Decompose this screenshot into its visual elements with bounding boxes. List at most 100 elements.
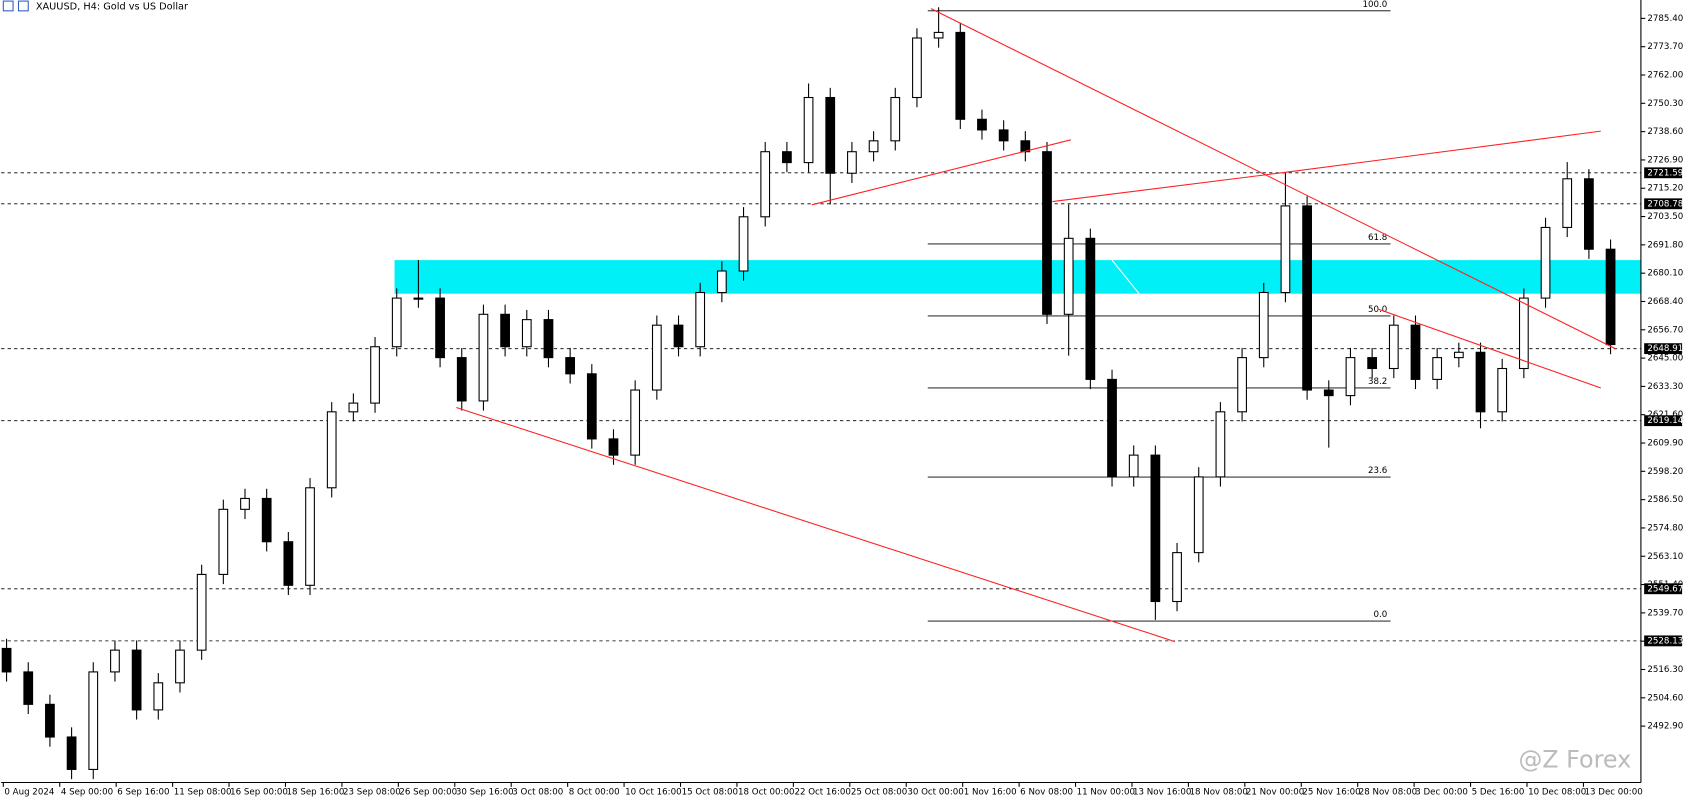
candle-body <box>23 671 34 705</box>
x-tick-label: 3 Oct 08:00 <box>512 788 563 798</box>
candle-body <box>1497 367 1508 413</box>
x-tick-label: 23 Sep 08:00 <box>343 788 401 798</box>
candle-body <box>565 357 576 375</box>
candle-body <box>651 324 662 391</box>
candle-body <box>1085 237 1096 380</box>
y-tick-label: 2539.70 <box>1647 608 1683 618</box>
price-axis-bg <box>1640 0 1692 802</box>
x-tick-label: 6 Nov 08:00 <box>1020 788 1073 798</box>
y-tick-label: 2738.60 <box>1647 127 1683 137</box>
candle-body <box>1063 237 1074 315</box>
candles <box>1 7 1616 780</box>
trendlines <box>456 8 1617 643</box>
level-label: 2648.91 <box>1647 344 1683 354</box>
candle-body <box>1172 552 1182 603</box>
y-tick-label: 2703.50 <box>1647 212 1683 222</box>
y-tick-label: 2680.10 <box>1647 269 1683 279</box>
candle-body <box>305 487 315 586</box>
candle-body <box>912 37 922 99</box>
x-tick-label: 26 Sep 00:00 <box>399 788 457 798</box>
y-tick-label: 2598.20 <box>1647 467 1683 477</box>
candle-body <box>326 411 337 489</box>
candle-body <box>500 313 510 348</box>
candle-body <box>456 357 467 402</box>
candle-body <box>1258 291 1269 359</box>
candle-body <box>175 649 185 684</box>
x-tick-label: 11 Sep 08:00 <box>174 788 232 798</box>
candle-body <box>1107 378 1117 478</box>
candle-body <box>1193 476 1204 554</box>
candle-body <box>1150 454 1161 603</box>
y-tick-label: 2668.40 <box>1647 297 1683 307</box>
x-tick-label: 22 Oct 16:00 <box>794 788 850 798</box>
candle-body <box>1584 178 1594 250</box>
candle-body <box>435 297 445 359</box>
level-tag <box>1644 415 1683 427</box>
candle-body <box>608 438 619 456</box>
level-label: 2528.13 <box>1647 636 1683 646</box>
candle-body <box>977 118 987 131</box>
x-tick-label: 28 Nov 08:00 <box>1359 788 1417 798</box>
trendline <box>811 139 1071 206</box>
candle-body <box>131 649 142 711</box>
candle-body <box>1323 389 1334 397</box>
x-tick-label: 16 Sep 00:00 <box>230 788 288 798</box>
fib-label: 38.2 <box>1368 377 1387 387</box>
candle-body <box>847 151 857 174</box>
y-tick-label: 2750.30 <box>1647 99 1683 109</box>
candle-body <box>478 313 489 402</box>
candle-body <box>1562 178 1573 228</box>
candle-body <box>1302 205 1312 391</box>
candle-body <box>1540 226 1551 299</box>
level-label: 2708.78 <box>1647 199 1683 209</box>
y-tick-label: 2574.80 <box>1647 523 1683 533</box>
x-tick-label: 0 Aug 2024 <box>4 788 54 798</box>
level-tag <box>1644 635 1683 647</box>
icon <box>17 0 29 12</box>
candle-body <box>1432 357 1443 380</box>
x-tick-label: 13 Dec 00:00 <box>1585 788 1643 798</box>
candle-body <box>1215 411 1226 478</box>
level-tag <box>1644 343 1683 355</box>
candle-body <box>782 151 792 164</box>
y-tick-label: 2691.80 <box>1647 240 1683 250</box>
y-tick-label: 2504.60 <box>1647 693 1683 703</box>
candle-body <box>283 541 294 586</box>
candle-body <box>240 497 250 510</box>
x-tick-label: 25 Nov 16:00 <box>1302 788 1360 798</box>
y-tick-label: 2633.30 <box>1647 382 1683 392</box>
x-tick-label: 6 Sep 16:00 <box>117 788 169 798</box>
supply-zone <box>394 260 1641 294</box>
y-tick-label: 2715.20 <box>1647 184 1683 194</box>
candle-body <box>521 319 532 348</box>
candle-body <box>1042 151 1052 315</box>
candle-body <box>153 682 164 711</box>
candle-body <box>673 324 684 348</box>
axes: 2785.40 2773.70 2762.00 2750.30 2738.60 2726.… <box>2 14 1684 798</box>
candle-body <box>998 129 1009 142</box>
candle-body <box>196 573 207 651</box>
x-tick-label: 18 Oct 00:00 <box>738 788 794 798</box>
candle-body <box>218 508 229 575</box>
candle-body <box>413 297 424 300</box>
fib-label: 61.8 <box>1368 233 1387 243</box>
y-tick-label: 2609.90 <box>1647 439 1683 449</box>
candle-body <box>370 346 380 404</box>
x-tick-label: 25 Oct 08:00 <box>851 788 907 798</box>
candle-body <box>1475 351 1486 413</box>
y-tick-label: 2726.90 <box>1647 155 1683 165</box>
watermark: @Z Forex <box>1518 745 1631 773</box>
candle-body <box>933 31 944 39</box>
candle-body <box>45 703 55 738</box>
y-tick-label: 2762.00 <box>1647 71 1683 81</box>
fib-label: 50.0 <box>1368 305 1387 315</box>
x-tick-label: 18 Nov 08:00 <box>1189 788 1247 798</box>
candle-body <box>825 96 836 174</box>
icon <box>2 0 14 12</box>
x-tick-label: 10 Oct 16:00 <box>625 788 681 798</box>
candle-body <box>543 319 554 359</box>
candle-body <box>1128 454 1139 478</box>
candle-body <box>630 389 641 456</box>
